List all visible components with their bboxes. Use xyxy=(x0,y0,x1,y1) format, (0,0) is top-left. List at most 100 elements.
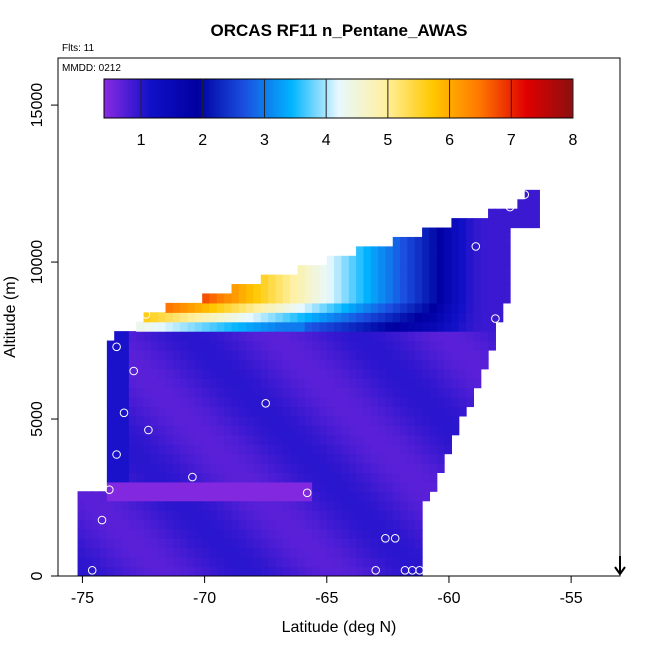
heatmap-cell xyxy=(429,302,438,313)
colorbar-tick-label: 7 xyxy=(507,132,516,149)
sample-point xyxy=(456,204,466,213)
heatmap-cell xyxy=(121,378,130,389)
heatmap-cell xyxy=(268,415,277,426)
heatmap-cell xyxy=(407,519,416,530)
heatmap-cell xyxy=(436,434,445,445)
heatmap-cell xyxy=(466,397,474,408)
sample-point xyxy=(471,242,481,251)
heatmap-cell xyxy=(290,444,299,455)
heatmap-cell xyxy=(128,519,137,530)
heatmap-cell xyxy=(202,340,211,351)
heatmap-cell xyxy=(458,359,467,370)
heatmap-cell xyxy=(304,462,313,473)
heatmap-cell xyxy=(326,491,335,502)
heatmap-cell xyxy=(385,293,394,304)
heatmap-cell xyxy=(429,246,438,257)
heatmap-cell xyxy=(216,453,225,464)
heatmap-cell xyxy=(429,331,438,342)
heatmap-cell xyxy=(414,510,423,521)
heatmap-cell xyxy=(150,557,159,568)
heatmap-cell xyxy=(334,331,343,342)
heatmap-cell xyxy=(128,415,137,426)
heatmap-cell xyxy=(326,566,335,576)
heatmap-cell xyxy=(209,444,218,455)
heatmap-cell xyxy=(370,415,379,426)
heatmap-cell xyxy=(436,425,445,436)
colorbar-tick-label: 8 xyxy=(569,132,578,149)
heatmap-cell xyxy=(202,481,211,492)
heatmap-cell xyxy=(194,491,203,502)
heatmap-cell xyxy=(224,425,233,436)
heatmap-cell xyxy=(429,415,438,426)
heatmap-cell xyxy=(385,378,394,389)
heatmap-cell xyxy=(356,293,365,304)
heatmap-cell xyxy=(275,425,284,436)
heatmap-cell xyxy=(275,434,284,445)
heatmap-cell xyxy=(378,359,387,370)
heatmap-cell xyxy=(451,302,460,313)
heatmap-cell xyxy=(121,510,130,521)
heatmap-cell xyxy=(290,293,299,304)
heatmap-cell xyxy=(341,538,350,549)
heatmap-cell xyxy=(451,397,460,408)
heatmap-cell xyxy=(297,321,306,332)
heatmap-cell xyxy=(194,397,203,408)
heatmap-cell xyxy=(158,557,167,568)
colorbar-tick-label: 3 xyxy=(260,132,269,149)
heatmap-cell xyxy=(488,293,496,304)
heatmap-cell xyxy=(106,406,115,417)
heatmap-cell xyxy=(429,444,438,455)
heatmap-cell xyxy=(312,528,321,539)
heatmap-cell xyxy=(114,349,123,360)
heatmap-cell xyxy=(400,538,409,549)
heatmap-cell xyxy=(150,528,159,539)
heatmap-cell xyxy=(473,321,482,332)
heatmap-cell xyxy=(436,359,445,370)
sample-point xyxy=(390,534,400,543)
heatmap-cell xyxy=(392,255,401,266)
heatmap-cell xyxy=(378,321,387,332)
heatmap-cell xyxy=(209,519,218,530)
heatmap-cell xyxy=(187,425,196,436)
sample-point xyxy=(112,342,121,352)
heatmap-cell xyxy=(114,331,123,342)
heatmap-cell xyxy=(165,453,174,464)
heatmap-cell xyxy=(458,246,467,257)
heatmap-cell xyxy=(224,397,233,408)
heatmap-cell xyxy=(268,349,277,360)
heatmap-cell xyxy=(466,368,474,379)
heatmap-cell xyxy=(480,227,489,238)
heatmap-cell xyxy=(304,406,313,417)
heatmap-cell xyxy=(444,265,452,276)
heatmap-cell xyxy=(312,378,321,389)
heatmap-cell xyxy=(407,547,416,558)
heatmap-cell xyxy=(253,500,262,511)
heatmap-cell xyxy=(165,481,174,492)
heatmap-cell xyxy=(114,415,123,426)
heatmap-cell xyxy=(231,302,240,313)
heatmap-cell xyxy=(385,444,394,455)
heatmap-cell xyxy=(143,566,152,576)
heatmap-cell xyxy=(378,528,387,539)
heatmap-cell xyxy=(114,397,123,408)
heatmap-cell xyxy=(334,462,343,473)
heatmap-cell xyxy=(414,359,423,370)
heatmap-cell xyxy=(385,340,394,351)
heatmap-cell xyxy=(216,349,225,360)
heatmap-cell xyxy=(282,397,291,408)
heatmap-cell xyxy=(260,444,269,455)
heatmap-cell xyxy=(121,557,130,568)
heatmap-cell xyxy=(370,397,379,408)
heatmap-cell xyxy=(136,331,145,342)
heatmap-cell xyxy=(385,500,394,511)
heatmap-cell xyxy=(385,274,394,285)
heatmap-cell xyxy=(392,387,401,398)
heatmap-cell xyxy=(231,368,240,379)
heatmap-cell xyxy=(209,415,218,426)
heatmap-cell xyxy=(341,406,350,417)
heatmap-cell xyxy=(275,472,284,483)
heatmap-cell xyxy=(348,284,357,295)
heatmap-cell xyxy=(136,547,145,558)
heatmap-cell xyxy=(238,397,247,408)
